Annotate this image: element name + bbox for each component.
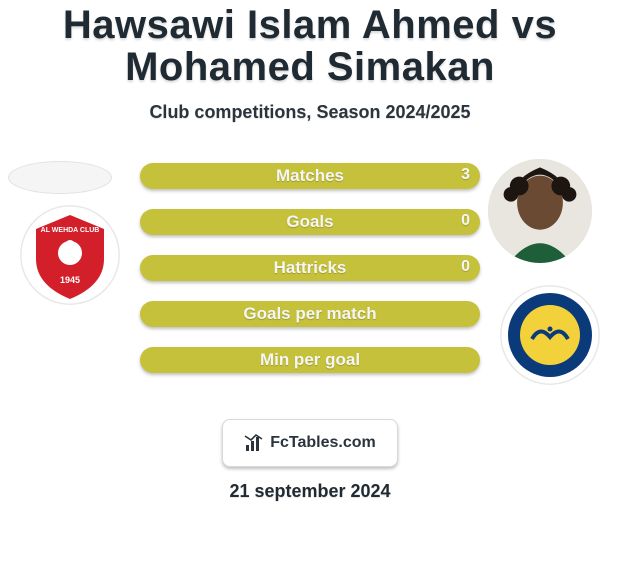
stat-bar: Min per goal <box>140 347 480 373</box>
club-left-crest-icon: AL WEHDA CLUB 1945 <box>20 205 120 305</box>
comparison-title: Hawsawi Islam Ahmed vs Mohamed Simakan <box>0 0 620 88</box>
bar-chart-icon <box>244 433 264 453</box>
club-right-crest-icon <box>500 285 600 385</box>
stat-bar-label: Matches <box>140 166 480 186</box>
stat-bar: Hattricks0 <box>140 255 480 281</box>
stat-bar-label: Goals <box>140 212 480 232</box>
source-badge-label: FcTables.com <box>270 434 376 452</box>
stat-bar-label: Hattricks <box>140 258 480 278</box>
snapshot-date: 21 september 2024 <box>0 481 620 502</box>
player-right-avatar <box>488 159 592 263</box>
stat-bar-label: Goals per match <box>140 304 480 324</box>
club-left-crest: AL WEHDA CLUB 1945 <box>20 205 120 305</box>
player-left-avatar <box>8 161 112 194</box>
stat-bar-value-right: 0 <box>461 212 470 230</box>
stat-bar: Matches3 <box>140 163 480 189</box>
stat-bar: Goals per match <box>140 301 480 327</box>
comparison-subtitle: Club competitions, Season 2024/2025 <box>0 102 620 123</box>
stat-bar-label: Min per goal <box>140 350 480 370</box>
stat-bars: Matches3Goals0Hattricks0Goals per matchM… <box>140 163 480 393</box>
player-right-portrait-icon <box>488 159 592 263</box>
stat-bar: Goals0 <box>140 209 480 235</box>
svg-text:1945: 1945 <box>60 275 80 285</box>
stat-bar-value-right: 3 <box>461 166 470 184</box>
comparison-arena: AL WEHDA CLUB 1945 Matches3Goals0Hattric… <box>0 151 620 411</box>
stat-bar-value-right: 0 <box>461 258 470 276</box>
source-badge: FcTables.com <box>222 419 398 467</box>
club-right-crest <box>500 285 600 385</box>
svg-text:AL WEHDA CLUB: AL WEHDA CLUB <box>41 227 100 234</box>
